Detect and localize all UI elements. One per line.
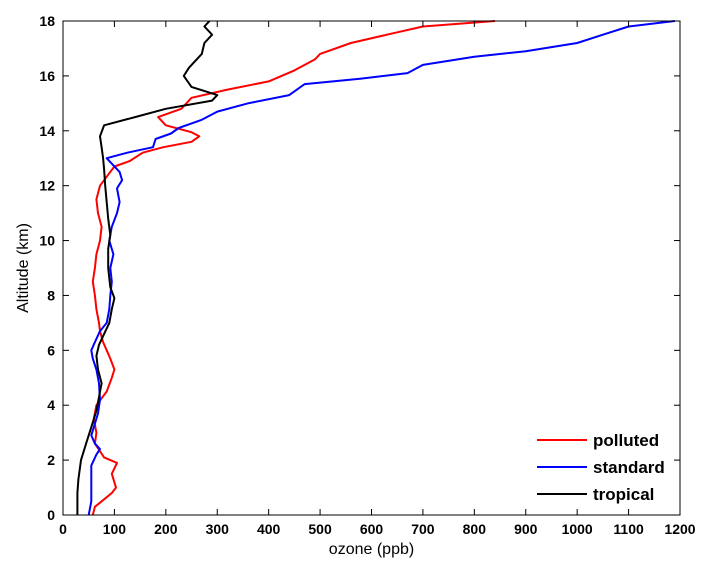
x-tick-label: 600 — [360, 521, 384, 537]
x-tick-label: 0 — [59, 521, 67, 537]
y-tick-label: 0 — [47, 507, 55, 523]
y-tick-label: 4 — [47, 397, 55, 413]
y-axis-ticks: 0 2 4 6 8 10 12 14 16 18 — [39, 13, 680, 523]
series-line-polluted — [91, 20, 495, 516]
x-tick-label: 700 — [411, 521, 435, 537]
x-tick-label: 800 — [463, 521, 487, 537]
y-tick-label: 8 — [47, 287, 55, 303]
x-axis-label: ozone (ppb) — [329, 541, 414, 558]
series-line-tropical — [76, 20, 219, 515]
x-tick-label: 200 — [154, 521, 178, 537]
y-tick-label: 10 — [39, 233, 55, 249]
plot-frame — [62, 20, 681, 516]
y-tick-label: 16 — [39, 68, 55, 84]
x-tick-label: 500 — [308, 521, 332, 537]
x-tick-label: 1100 — [613, 521, 644, 537]
y-tick-label: 14 — [39, 123, 55, 139]
legend-label-standard: standard — [593, 458, 665, 477]
x-tick-label: 300 — [206, 521, 230, 537]
y-tick-label: 6 — [47, 342, 55, 358]
legend-label-polluted: polluted — [593, 431, 659, 450]
x-tick-label: 1200 — [664, 521, 695, 537]
x-tick-label: 1000 — [562, 521, 593, 537]
x-tick-label: 900 — [514, 521, 538, 537]
x-axis-ticks: 0 100 200 300 400 500 600 700 800 900 1000 1100 1200 — [59, 21, 696, 537]
y-tick-label: 12 — [39, 178, 55, 194]
series-line-standard — [87, 20, 676, 516]
y-tick-label: 2 — [47, 452, 55, 468]
x-tick-label: 400 — [257, 521, 281, 537]
legend: polluted standard tropical — [537, 431, 665, 504]
legend-label-tropical: tropical — [593, 485, 654, 504]
y-axis-label: Altitude (km) — [15, 223, 32, 313]
series-layer — [76, 20, 676, 516]
y-tick-label: 18 — [39, 13, 55, 29]
x-tick-label: 100 — [103, 521, 127, 537]
